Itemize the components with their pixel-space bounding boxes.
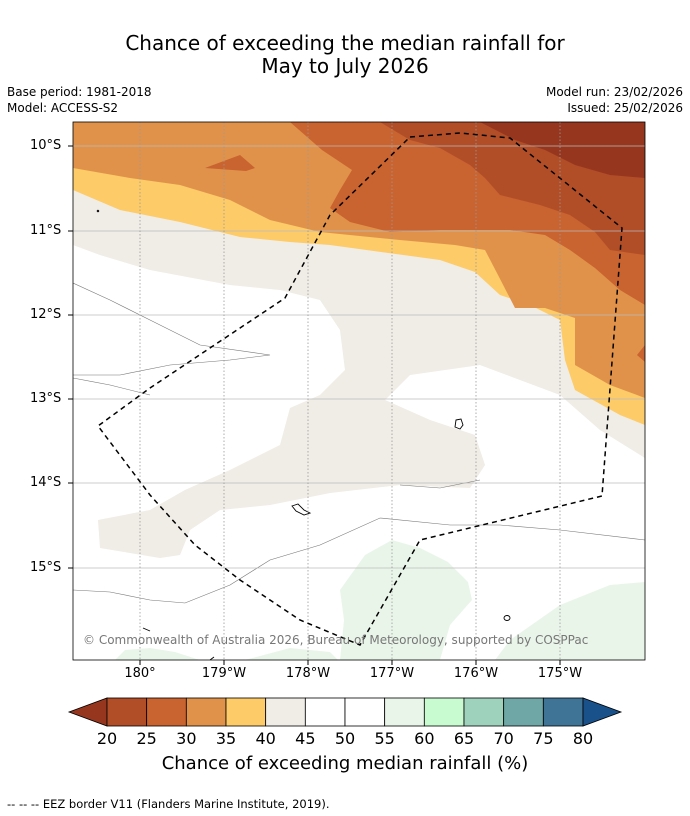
colorbar-tick-label: 80 (572, 729, 594, 748)
colorbar-tick-label: 20 (96, 729, 118, 748)
lat-label-14s: 14°S (30, 475, 62, 490)
colorbar-cell (265, 697, 306, 727)
region-below-20 (480, 122, 645, 178)
rainfall-map (73, 122, 645, 660)
region-55-60-southeast (495, 582, 645, 660)
lon-label-175w: 175°W (537, 666, 583, 681)
lat-label-13s: 13°S (30, 391, 62, 406)
lon-label-177w: 177°W (369, 666, 415, 681)
lat-label-15s: 15°S (30, 560, 62, 575)
lon-label-179w: 179°W (201, 666, 247, 681)
colorbar-under-arrow (67, 697, 108, 727)
island-outlines (96, 209, 511, 660)
lat-label-11s: 11°S (30, 223, 62, 238)
colorbar-cell (185, 697, 227, 727)
issued-date: Issued: 25/02/2026 (567, 101, 683, 115)
colorbar-cell (423, 697, 465, 727)
map-frame (72, 121, 646, 661)
region-25-30-small (205, 155, 255, 171)
lat-label-12s: 12°S (30, 307, 62, 322)
colorbar-tick-label: 55 (374, 729, 395, 748)
colorbar-cell (304, 697, 346, 727)
colorbar-cell (542, 697, 584, 727)
colorbar-label: Chance of exceeding median rainfall (%) (161, 753, 529, 774)
map-title-line2: May to July 2026 (261, 54, 429, 78)
model-run-date: Model run: 23/02/2026 (545, 85, 683, 99)
lat-label-10s: 10°S (30, 138, 62, 153)
colorbar-cell (384, 697, 425, 727)
eez-border-note: -- -- -- EEZ border V11 (Flanders Marine… (7, 797, 330, 811)
colorbar-tick-label: 70 (493, 729, 514, 748)
region-55-60 (340, 540, 472, 660)
colorbar-over-arrow (582, 697, 623, 727)
map-title-line1: Chance of exceeding the median rainfall … (125, 31, 565, 55)
colorbar-tick-label: 65 (453, 729, 475, 748)
colorbar-tick-label: 50 (334, 729, 356, 748)
colorbar-tick-label: 25 (136, 729, 157, 748)
region-25-30-edge (637, 345, 645, 362)
colorbar-cell (344, 697, 386, 727)
region-55-60-south (245, 648, 338, 660)
colorbar-cell (106, 697, 148, 727)
lon-label-180: 180° (124, 666, 156, 681)
colorbar-cell (225, 697, 267, 727)
colorbar-tick-label: 75 (533, 729, 554, 748)
colorbar-tick-label: 60 (414, 729, 435, 748)
colorbar (67, 697, 623, 727)
colorbar-cell (463, 697, 505, 727)
lon-label-178w: 178°W (285, 666, 331, 681)
eez-border (96, 132, 623, 646)
model-name: Model: ACCESS-S2 (7, 101, 119, 115)
base-period: Base period: 1981-2018 (7, 85, 152, 99)
lon-label-176w: 176°W (453, 666, 499, 681)
axis-ticks (68, 145, 561, 665)
colorbar-tick-label: 30 (176, 729, 197, 748)
colorbar-cell (503, 697, 544, 727)
colorbar-tick-label: 35 (215, 729, 237, 748)
colorbar-tick-label: 40 (255, 729, 276, 748)
colorbar-cell (146, 697, 187, 727)
colorbar-tick-label: 45 (295, 729, 316, 748)
copyright-notice: © Commonwealth of Australia 2026, Bureau… (83, 633, 589, 647)
region-55-60-southwest (115, 648, 200, 660)
gridlines (73, 122, 645, 660)
